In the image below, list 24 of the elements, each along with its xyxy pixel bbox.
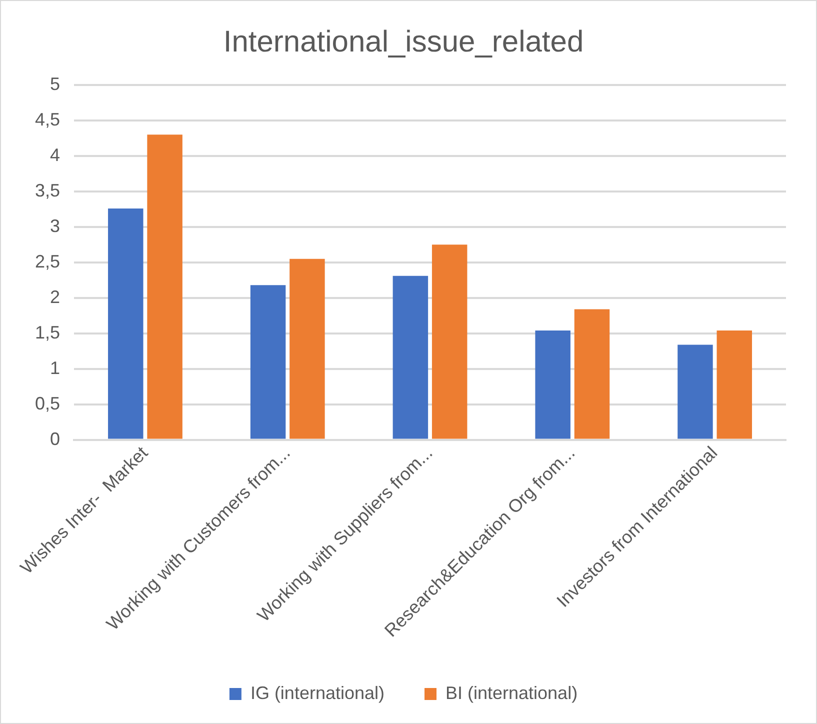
y-tick-label: 3,5 <box>34 180 60 200</box>
bar <box>108 208 144 439</box>
y-tick-label: 4 <box>50 144 60 165</box>
bar <box>432 244 468 439</box>
legend-label: IG (international) <box>250 682 384 703</box>
y-tick-label: 0,5 <box>34 393 60 414</box>
y-tick-label: 1,5 <box>34 322 60 342</box>
bar <box>392 276 428 439</box>
bar <box>147 134 182 439</box>
y-tick-label: 1 <box>50 358 60 378</box>
bar <box>716 330 752 439</box>
bar <box>574 309 610 439</box>
y-tick-label: 2 <box>50 286 60 307</box>
y-tick-label: 4,5 <box>34 109 60 130</box>
y-tick-label: 2,5 <box>34 251 60 272</box>
bar <box>250 285 286 439</box>
y-tick-label: 0 <box>50 428 60 449</box>
bar <box>678 344 713 439</box>
y-tick-label: 5 <box>50 74 60 94</box>
bar <box>535 330 570 439</box>
bar <box>290 258 325 439</box>
y-tick-label: 3 <box>50 216 60 236</box>
legend-label: BI (international) <box>446 682 578 703</box>
chart-title: International_issue_related <box>223 25 584 58</box>
